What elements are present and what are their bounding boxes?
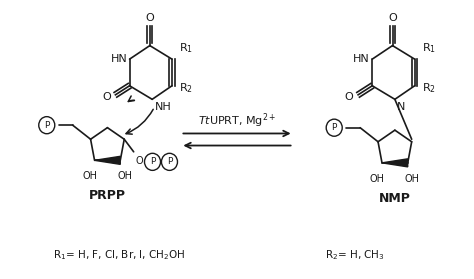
Text: O: O (102, 92, 111, 102)
Circle shape (39, 117, 55, 134)
Text: R$_1$: R$_1$ (422, 41, 436, 55)
Text: R$_2$: R$_2$ (422, 81, 436, 95)
Text: R$_2$= H, CH$_3$: R$_2$= H, CH$_3$ (325, 248, 385, 262)
Text: P: P (150, 157, 155, 166)
Text: O: O (135, 156, 143, 166)
Text: NMP: NMP (379, 192, 411, 205)
Text: $\it{Tt}$UPRT, Mg$^{2+}$: $\it{Tt}$UPRT, Mg$^{2+}$ (198, 111, 276, 130)
Circle shape (162, 153, 177, 170)
Text: OH: OH (370, 174, 385, 184)
Text: OH: OH (82, 171, 97, 181)
Text: PRPP: PRPP (89, 189, 126, 202)
Text: HN: HN (110, 54, 127, 64)
Text: R$_1$= H, F, Cl, Br, I, CH$_2$OH: R$_1$= H, F, Cl, Br, I, CH$_2$OH (53, 248, 185, 262)
Circle shape (145, 153, 161, 170)
Circle shape (326, 119, 342, 136)
Text: HN: HN (353, 54, 370, 64)
Polygon shape (94, 156, 120, 164)
Text: OH: OH (405, 174, 420, 184)
Polygon shape (382, 159, 408, 167)
Text: O: O (388, 13, 397, 23)
Text: O: O (146, 13, 154, 23)
Text: P: P (331, 123, 337, 132)
Text: NH: NH (155, 102, 171, 112)
Text: P: P (44, 121, 49, 130)
Text: OH: OH (118, 171, 133, 181)
Text: O: O (345, 92, 354, 102)
Text: P: P (167, 157, 172, 166)
Text: R$_1$: R$_1$ (179, 41, 193, 55)
Text: R$_2$: R$_2$ (179, 81, 193, 95)
Text: N: N (397, 102, 406, 112)
